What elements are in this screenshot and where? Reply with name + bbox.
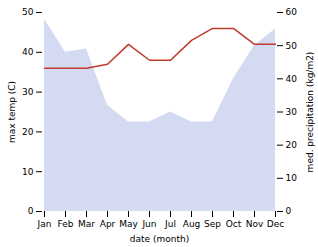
svg-text:10: 10 [22,167,34,177]
svg-text:Nov: Nov [246,219,264,229]
svg-text:Aug: Aug [183,219,201,229]
svg-text:50: 50 [286,41,298,51]
svg-text:30: 30 [286,107,298,117]
svg-text:50: 50 [22,7,34,17]
svg-text:0: 0 [286,206,292,216]
svg-text:Feb: Feb [58,219,74,229]
svg-text:Jan: Jan [37,219,52,229]
svg-text:Mar: Mar [78,219,95,229]
svg-text:max temp (C): max temp (C) [7,81,17,143]
svg-text:10: 10 [286,173,298,183]
svg-text:30: 30 [22,87,34,97]
svg-text:Sep: Sep [204,219,221,229]
svg-text:Oct: Oct [226,219,242,229]
svg-text:40: 40 [286,74,298,84]
svg-text:40: 40 [22,47,34,57]
svg-text:20: 20 [22,127,34,137]
svg-text:Jul: Jul [164,219,176,229]
svg-text:date (month): date (month) [130,234,189,244]
svg-text:0: 0 [28,206,34,216]
svg-text:60: 60 [286,7,298,17]
svg-text:Dec: Dec [267,219,284,229]
svg-text:May: May [119,219,138,229]
svg-text:20: 20 [286,140,298,150]
svg-text:Apr: Apr [100,219,116,229]
svg-text:Jun: Jun [141,219,156,229]
svg-text:med. precipitation (kg/m2): med. precipitation (kg/m2) [305,52,315,173]
